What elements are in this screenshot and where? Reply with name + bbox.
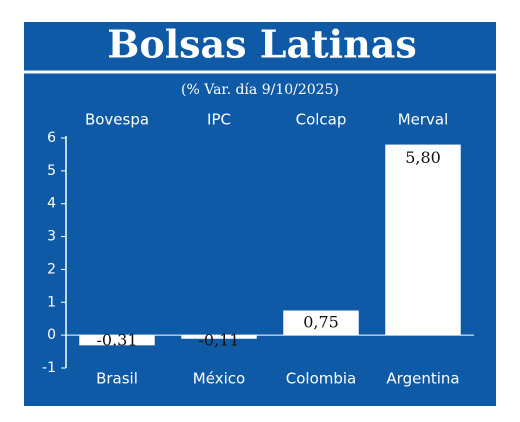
y-tick-label: 1 bbox=[47, 294, 56, 310]
value-label: 5,80 bbox=[405, 148, 441, 167]
chart-title: Bolsas Latinas bbox=[107, 22, 417, 67]
x-tick-label: Colombia bbox=[286, 370, 357, 388]
chart-subtitle: (% Var. día 9/10/2025) bbox=[181, 82, 339, 98]
value-label: -0,11 bbox=[198, 331, 239, 350]
y-tick-label: 3 bbox=[47, 229, 56, 245]
bar bbox=[181, 335, 257, 339]
x-tick-label: México bbox=[193, 370, 245, 388]
y-tick-label: 2 bbox=[47, 261, 56, 277]
y-tick-label: 4 bbox=[47, 196, 56, 212]
y-tick-label: -1 bbox=[42, 360, 56, 376]
bar bbox=[283, 310, 359, 336]
bar bbox=[385, 144, 461, 336]
index-label: Colcap bbox=[296, 111, 347, 129]
bar bbox=[79, 335, 155, 346]
y-tick-label: 0 bbox=[47, 327, 56, 343]
index-label: Bovespa bbox=[85, 111, 149, 129]
value-label: 0,75 bbox=[303, 313, 339, 332]
value-label: -0.31 bbox=[96, 331, 137, 350]
y-tick-label: 6 bbox=[47, 130, 56, 146]
index-label: IPC bbox=[207, 111, 231, 129]
y-tick-label: 5 bbox=[47, 163, 56, 179]
x-tick-label: Brasil bbox=[96, 370, 138, 388]
x-tick-label: Argentina bbox=[386, 370, 459, 388]
index-label: Merval bbox=[398, 111, 449, 129]
